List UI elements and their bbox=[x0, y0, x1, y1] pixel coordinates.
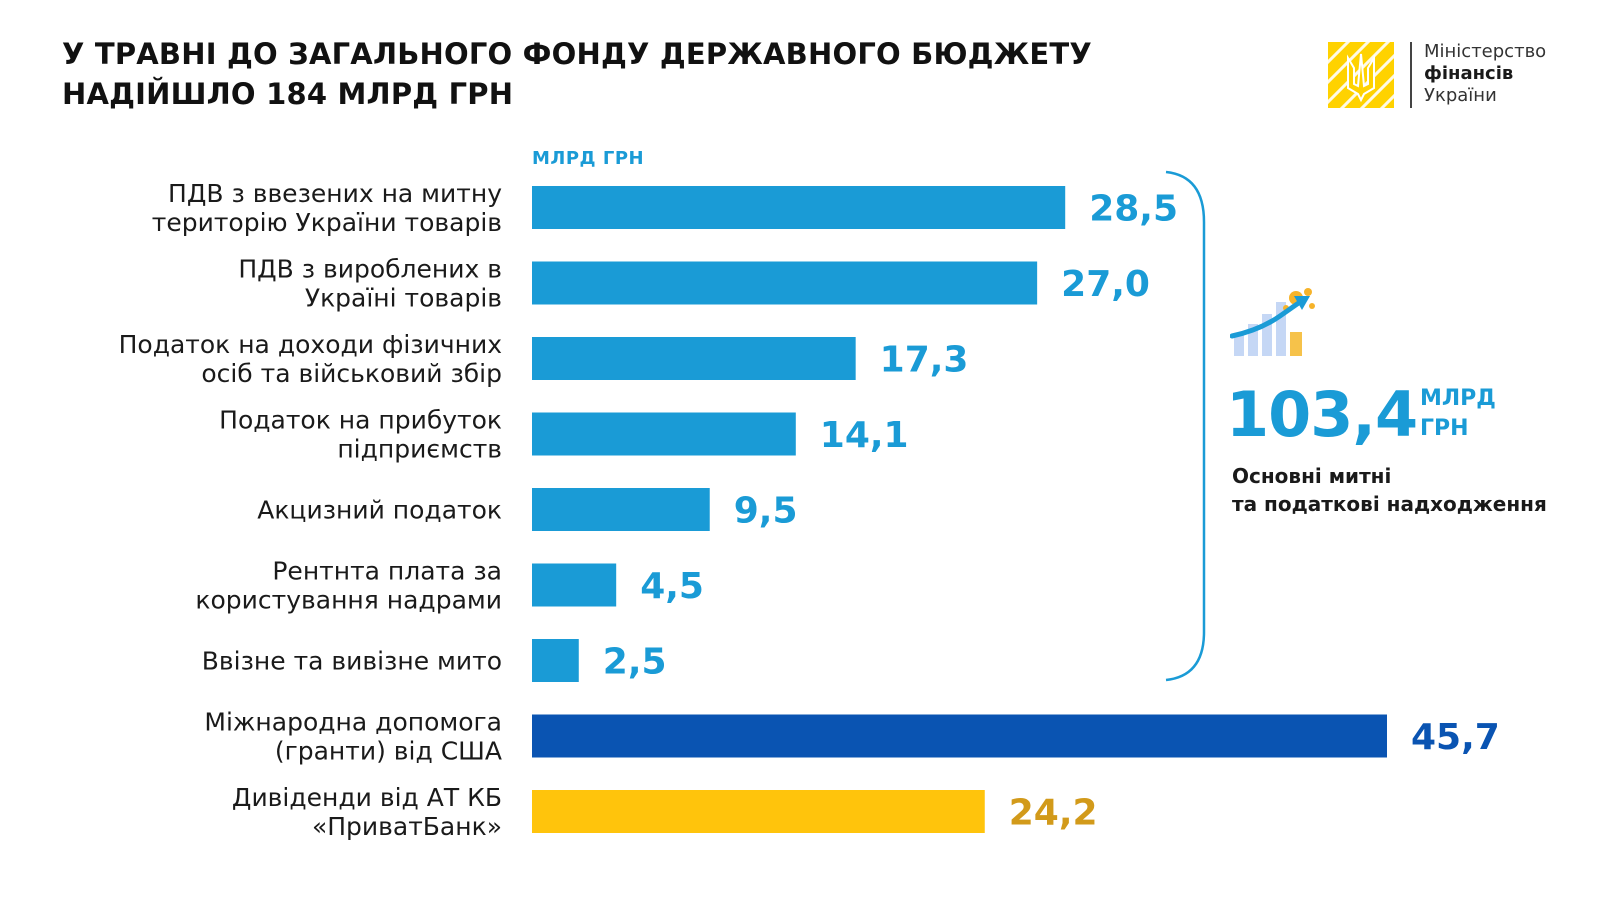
category-label: Акцизний податок bbox=[257, 496, 502, 525]
category-label: користування надрами bbox=[195, 586, 502, 615]
logo-line-1: Міністерство bbox=[1424, 41, 1547, 62]
logo-line-3: України bbox=[1424, 85, 1497, 106]
bar bbox=[532, 412, 796, 456]
total-value: 103,4 bbox=[1226, 378, 1418, 451]
category-label: ПДВ з вироблених в bbox=[238, 255, 502, 284]
category-label: (гранти) від США bbox=[275, 737, 502, 766]
category-label: підприємств bbox=[337, 435, 502, 464]
category-label: Податок на прибуток bbox=[219, 406, 502, 435]
trident-emblem-icon bbox=[1328, 42, 1394, 108]
category-label: Рентнта плата за bbox=[272, 557, 502, 586]
unit-label: МЛРД ГРН bbox=[532, 148, 645, 169]
category-label: Ввізне та вивізне мито bbox=[202, 647, 502, 676]
bar bbox=[532, 714, 1387, 758]
bar-value-label: 4,5 bbox=[640, 566, 704, 607]
logo-divider bbox=[1410, 42, 1412, 108]
bar-value-label: 9,5 bbox=[734, 491, 798, 532]
bar bbox=[532, 488, 710, 531]
total-unit: МЛРД ГРН bbox=[1420, 384, 1520, 444]
bar bbox=[532, 563, 617, 607]
ministry-logo: Міністерство фінансів України bbox=[1328, 40, 1568, 110]
bar-value-label: 24,2 bbox=[1009, 793, 1098, 834]
bar-value-label: 28,5 bbox=[1089, 189, 1178, 230]
total-caption-line-1: Основні митні bbox=[1232, 464, 1392, 488]
bar bbox=[532, 186, 1066, 229]
group-bracket bbox=[1165, 170, 1206, 682]
total-unit-line-2: ГРН bbox=[1420, 416, 1469, 441]
bar-value-label: 17,3 bbox=[880, 340, 969, 381]
total-unit-line-1: МЛРД bbox=[1420, 386, 1496, 411]
total-caption: Основні митні та податкові надходження bbox=[1232, 462, 1592, 518]
bar-value-label: 14,1 bbox=[820, 415, 909, 456]
logo-text: Міністерство фінансів України bbox=[1424, 41, 1546, 107]
category-label: «ПриватБанк» bbox=[312, 812, 502, 841]
bar-value-label: 27,0 bbox=[1061, 264, 1150, 305]
category-label: осіб та військовий збір bbox=[201, 359, 502, 388]
bar-value-label: 45,7 bbox=[1411, 717, 1500, 758]
category-label: Україні товарів bbox=[305, 284, 502, 313]
growth-chart-coins-icon bbox=[1230, 288, 1315, 356]
logo-line-2: фінансів bbox=[1424, 63, 1514, 84]
title-line-1: У ТРАВНІ ДО ЗАГАЛЬНОГО ФОНДУ ДЕРЖАВНОГО … bbox=[62, 37, 1092, 71]
category-label: територію України товарів bbox=[152, 208, 502, 237]
category-label: ПДВ з ввезених на митну bbox=[168, 179, 502, 208]
category-label: Міжнародна допомога bbox=[204, 708, 502, 737]
bar bbox=[532, 639, 579, 682]
bar bbox=[532, 337, 856, 380]
total-caption-line-2: та податкові надходження bbox=[1232, 492, 1547, 516]
bar-value-label: 2,5 bbox=[603, 642, 667, 683]
category-label: Дивіденди від АТ КБ bbox=[232, 783, 502, 812]
title-line-2: НАДІЙШЛО 184 МЛРД ГРН bbox=[62, 77, 514, 111]
bar bbox=[532, 790, 985, 833]
bar bbox=[532, 261, 1038, 305]
category-label: Податок на доходи фізичних bbox=[119, 330, 502, 359]
page-title: У ТРАВНІ ДО ЗАГАЛЬНОГО ФОНДУ ДЕРЖАВНОГО … bbox=[62, 34, 1092, 114]
